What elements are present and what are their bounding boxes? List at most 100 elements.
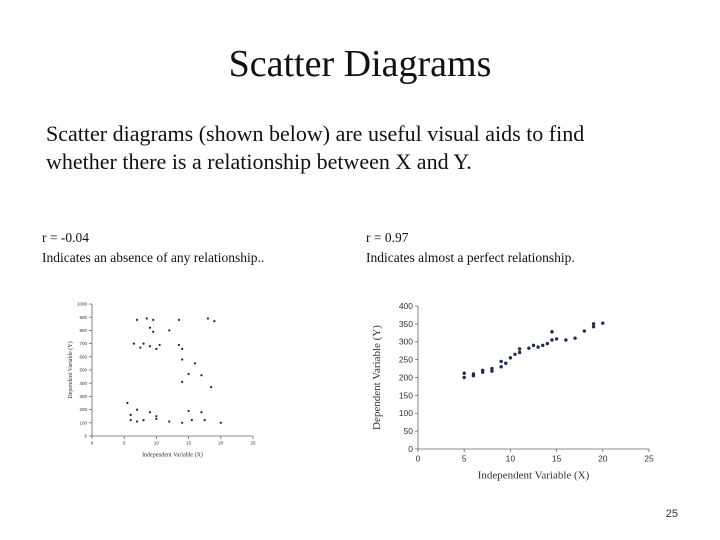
data-point — [187, 409, 190, 413]
y-tick-label: 700 — [79, 341, 87, 346]
y-tick-label: 600 — [79, 354, 87, 359]
x-tick-label: 25 — [250, 441, 256, 446]
data-point — [213, 320, 216, 323]
y-tick-label: 800 — [79, 328, 87, 333]
data-point — [462, 371, 466, 375]
y-tick-label: 250 — [399, 355, 413, 365]
x-tick-label: 5 — [123, 441, 126, 446]
y-axis-label: Dependent Variable (Y) — [371, 325, 383, 430]
data-point — [531, 343, 536, 348]
y-tick-label: 100 — [399, 408, 413, 418]
data-point — [517, 350, 522, 355]
x-tick-label: 15 — [552, 454, 562, 464]
data-point — [203, 419, 206, 422]
data-point — [168, 329, 171, 332]
y-tick-label: 350 — [399, 319, 413, 329]
data-point — [132, 342, 135, 345]
data-point — [536, 345, 540, 349]
data-point — [142, 419, 145, 422]
y-tick-label: 100 — [79, 420, 87, 425]
data-point — [129, 413, 132, 416]
data-point — [145, 317, 148, 320]
data-point — [541, 343, 545, 348]
y-tick-label: 200 — [399, 372, 413, 382]
data-point — [210, 386, 213, 389]
no-correlation-scatter-plot: 0 100 200 300 400 500 600 700 800 900 1000 0 5 10 15 20… — [67, 302, 256, 459]
y-tick-label: 50 — [404, 426, 414, 436]
left-plot-caption: r = -0.04 Indicates an absence of any re… — [42, 228, 264, 268]
intro-line-2: whether there is a relationship between … — [46, 149, 472, 174]
data-point — [181, 421, 184, 424]
slide-title: Scatter Diagrams — [228, 43, 492, 85]
left-correlation-value: r = -0.04 — [42, 230, 89, 245]
x-tick-label: 25 — [644, 454, 654, 464]
data-point — [135, 318, 139, 321]
y-tick-label: 300 — [79, 394, 87, 399]
data-point — [206, 317, 210, 320]
data-point — [177, 343, 181, 347]
right-plot-caption: r = 0.97 Indicates almost a perfect rela… — [366, 228, 575, 268]
y-tick-label: 900 — [79, 315, 87, 320]
data-point — [462, 375, 466, 380]
data-point — [200, 411, 203, 414]
intro-line-1: Scatter diagrams (shown below) are usefu… — [46, 121, 585, 146]
x-tick-label: 20 — [218, 441, 224, 446]
data-point — [564, 338, 568, 342]
data-point — [135, 408, 139, 411]
data-point — [499, 359, 503, 364]
data-point — [545, 341, 550, 346]
data-point — [517, 347, 522, 351]
data-point — [591, 325, 596, 329]
strong-correlation-scatter-plot: 0 50 100 150 200 250 300 350 400 0 5 10 15 20 25 Indepe… — [371, 301, 654, 482]
y-tick-label: 400 — [79, 381, 87, 386]
data-point — [513, 352, 517, 356]
data-point — [142, 342, 145, 345]
data-point — [193, 362, 197, 365]
data-point — [139, 346, 142, 349]
data-point — [155, 347, 158, 350]
slide-number: 25 — [665, 508, 678, 520]
data-point — [152, 318, 155, 321]
left-correlation-description: Indicates an absence of any relationship… — [42, 250, 265, 265]
data-point — [152, 330, 155, 333]
x-tick-label: 15 — [186, 441, 192, 446]
x-axis-label: Independent Variable (X) — [478, 470, 590, 482]
data-point — [168, 420, 171, 423]
data-point — [155, 417, 158, 420]
data-point — [155, 415, 158, 418]
data-point — [527, 346, 531, 350]
data-point — [591, 322, 596, 326]
data-point — [490, 366, 494, 371]
data-point — [158, 343, 161, 347]
y-tick-label: 200 — [79, 407, 87, 412]
y-tick-label: 1000 — [77, 302, 88, 307]
data-point — [480, 368, 485, 373]
data-point — [190, 419, 193, 422]
x-tick-label: 0 — [91, 441, 94, 446]
y-axis-label: Dependent Variable (Y) — [67, 341, 74, 398]
data-point — [148, 326, 152, 329]
data-point — [126, 401, 129, 405]
data-point — [200, 374, 203, 377]
data-point — [219, 421, 222, 424]
y-tick-label: 300 — [399, 337, 413, 347]
data-point — [177, 318, 181, 321]
y-tick-label: 150 — [399, 390, 413, 400]
data-point — [181, 358, 184, 361]
right-correlation-description: Indicates almost a perfect relationship. — [366, 250, 575, 265]
intro-text: Scatter diagrams (shown below) are usefu… — [46, 120, 686, 176]
data-point — [135, 420, 139, 423]
data-point — [490, 369, 494, 373]
data-point — [148, 345, 152, 348]
x-tick-label: 5 — [462, 454, 467, 464]
data-point — [148, 411, 152, 414]
data-point — [601, 321, 605, 325]
data-point — [499, 365, 503, 369]
data-point — [554, 337, 559, 341]
x-tick-label: 10 — [154, 441, 160, 446]
data-point — [508, 356, 513, 360]
right-correlation-value: r = 0.97 — [366, 230, 409, 245]
x-tick-label: 0 — [416, 454, 421, 464]
x-tick-label: 20 — [598, 454, 608, 464]
data-point — [181, 380, 184, 383]
